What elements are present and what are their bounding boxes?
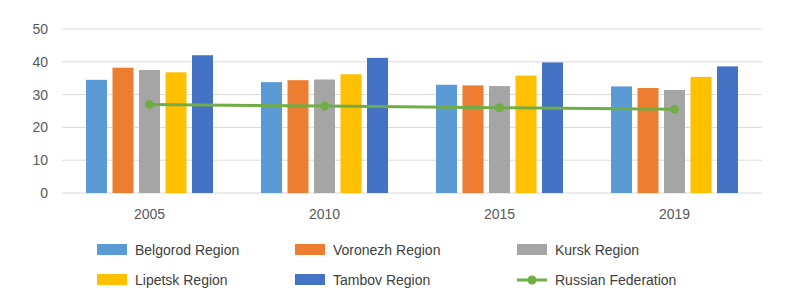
legend-label: Belgorod Region: [135, 242, 239, 258]
bar: [638, 88, 659, 193]
bar: [192, 55, 213, 193]
legend-label: Lipetsk Region: [135, 272, 228, 288]
legend-label: Voronezh Region: [333, 242, 440, 258]
y-tick-label: 40: [32, 54, 48, 70]
bar: [516, 76, 537, 193]
bar: [717, 66, 738, 193]
grid-line: [62, 29, 762, 30]
line: [150, 104, 675, 109]
line-marker: [320, 102, 329, 111]
legend-swatch: [517, 244, 547, 255]
y-tick-label: 20: [32, 119, 48, 135]
legend-swatch: [97, 244, 127, 255]
bar: [261, 82, 282, 193]
bar: [611, 86, 632, 193]
bar: [113, 68, 134, 193]
bar: [288, 80, 309, 193]
bar: [341, 74, 362, 193]
grid-line: [62, 61, 762, 62]
legend-swatch: [295, 244, 325, 255]
bar: [664, 90, 685, 193]
legend-label: Russian Federation: [555, 272, 676, 288]
y-tick-label: 10: [32, 152, 48, 168]
legend-swatch: [295, 274, 325, 285]
bar: [314, 80, 335, 193]
bar: [542, 62, 563, 193]
line-marker: [145, 100, 154, 109]
y-tick-label: 0: [40, 185, 48, 201]
line-marker: [495, 103, 504, 112]
x-tick-label: 2019: [659, 206, 690, 222]
line-marker: [670, 105, 679, 114]
legend-label: Kursk Region: [555, 242, 639, 258]
legend-marker: [528, 276, 537, 285]
x-tick-label: 2015: [484, 206, 515, 222]
bar: [691, 77, 712, 193]
chart-container: 0 10 20 30 40 50 2005 2010 2015 2019 Belgorod Regi…: [0, 0, 785, 300]
x-tick-label: 2005: [134, 206, 165, 222]
legend-swatch: [97, 274, 127, 285]
bar: [139, 70, 160, 193]
bar: [86, 80, 107, 193]
plot-area: [86, 55, 738, 193]
y-tick-label: 50: [32, 21, 48, 37]
legend: Belgorod Region Voronezh Region Kursk Regi…: [97, 242, 676, 288]
bar: [166, 72, 187, 193]
bar: [463, 85, 484, 193]
y-tick-label: 30: [32, 87, 48, 103]
grid: [62, 29, 762, 193]
bar: [367, 58, 388, 193]
legend-label: Tambov Region: [333, 272, 430, 288]
bar: [489, 86, 510, 193]
x-tick-label: 2010: [309, 206, 340, 222]
bar: [436, 85, 457, 193]
chart-svg: 0 10 20 30 40 50 2005 2010 2015 2019 Belgorod Regi…: [0, 0, 785, 300]
